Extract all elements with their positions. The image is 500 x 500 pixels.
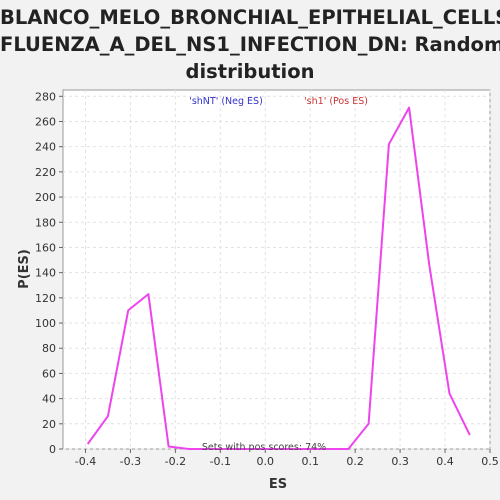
legend-entry-neg: 'shNT' (Neg ES): [189, 96, 263, 107]
y-tick-label: 80: [42, 342, 56, 355]
grid-lines: [63, 90, 491, 450]
legend-entry-pos: 'sh1' (Pos ES): [304, 96, 368, 107]
pos-scores-annotation: Sets with pos scores: 74%: [202, 442, 326, 453]
y-tick-label: 40: [42, 393, 56, 406]
y-tick-label: 260: [35, 115, 56, 128]
x-tick-label: 0.1: [301, 455, 319, 468]
y-tick-label: 160: [35, 241, 56, 254]
y-tick-label: 120: [35, 292, 56, 305]
y-tick-label: 200: [35, 191, 56, 204]
x-tick-label: -0.3: [120, 455, 141, 468]
y-tick-label: 60: [42, 367, 56, 380]
chart-title-line-2: FLUENZA_A_DEL_NS1_INFECTION_DN: Random E…: [0, 33, 500, 56]
x-tick-label: 0.4: [436, 455, 454, 468]
x-tick-label: 0.3: [391, 455, 409, 468]
y-tick-label: 140: [35, 267, 56, 280]
x-tick-label: -0.2: [165, 455, 186, 468]
y-tick-label: 20: [42, 418, 56, 431]
y-tick-label: 100: [35, 317, 56, 330]
chart-title-line-3: distribution: [185, 60, 315, 83]
y-tick-label: 280: [35, 90, 56, 103]
y-tick-label: 0: [49, 443, 56, 456]
chart-title: BLANCO_MELO_BRONCHIAL_EPITHELIAL_CELLS_I…: [0, 4, 500, 85]
x-tick-label: 0.2: [346, 455, 364, 468]
x-tick-label: -0.1: [210, 455, 231, 468]
plot-area: [62, 89, 491, 450]
es-distribution-line: [86, 106, 471, 450]
y-tick-label: 180: [35, 216, 56, 229]
x-axis-label: ES: [269, 477, 287, 492]
y-tick-label: 240: [35, 141, 56, 154]
chart-title-line-1: BLANCO_MELO_BRONCHIAL_EPITHELIAL_CELLS_I…: [0, 6, 500, 29]
x-tick-label: 0.5: [481, 455, 499, 468]
y-tick-label: 220: [35, 166, 56, 179]
x-tick-label: 0.0: [257, 455, 275, 468]
y-axis-label: P(ES): [17, 249, 32, 289]
x-tick-label: -0.4: [75, 455, 96, 468]
series-layer: [86, 106, 471, 450]
axis-ticks: -0.4 -0.3 -0.2 -0.1 0.0 0.1 0.2 0.3 0.4 0.5 0 20 40 6…: [35, 90, 499, 468]
